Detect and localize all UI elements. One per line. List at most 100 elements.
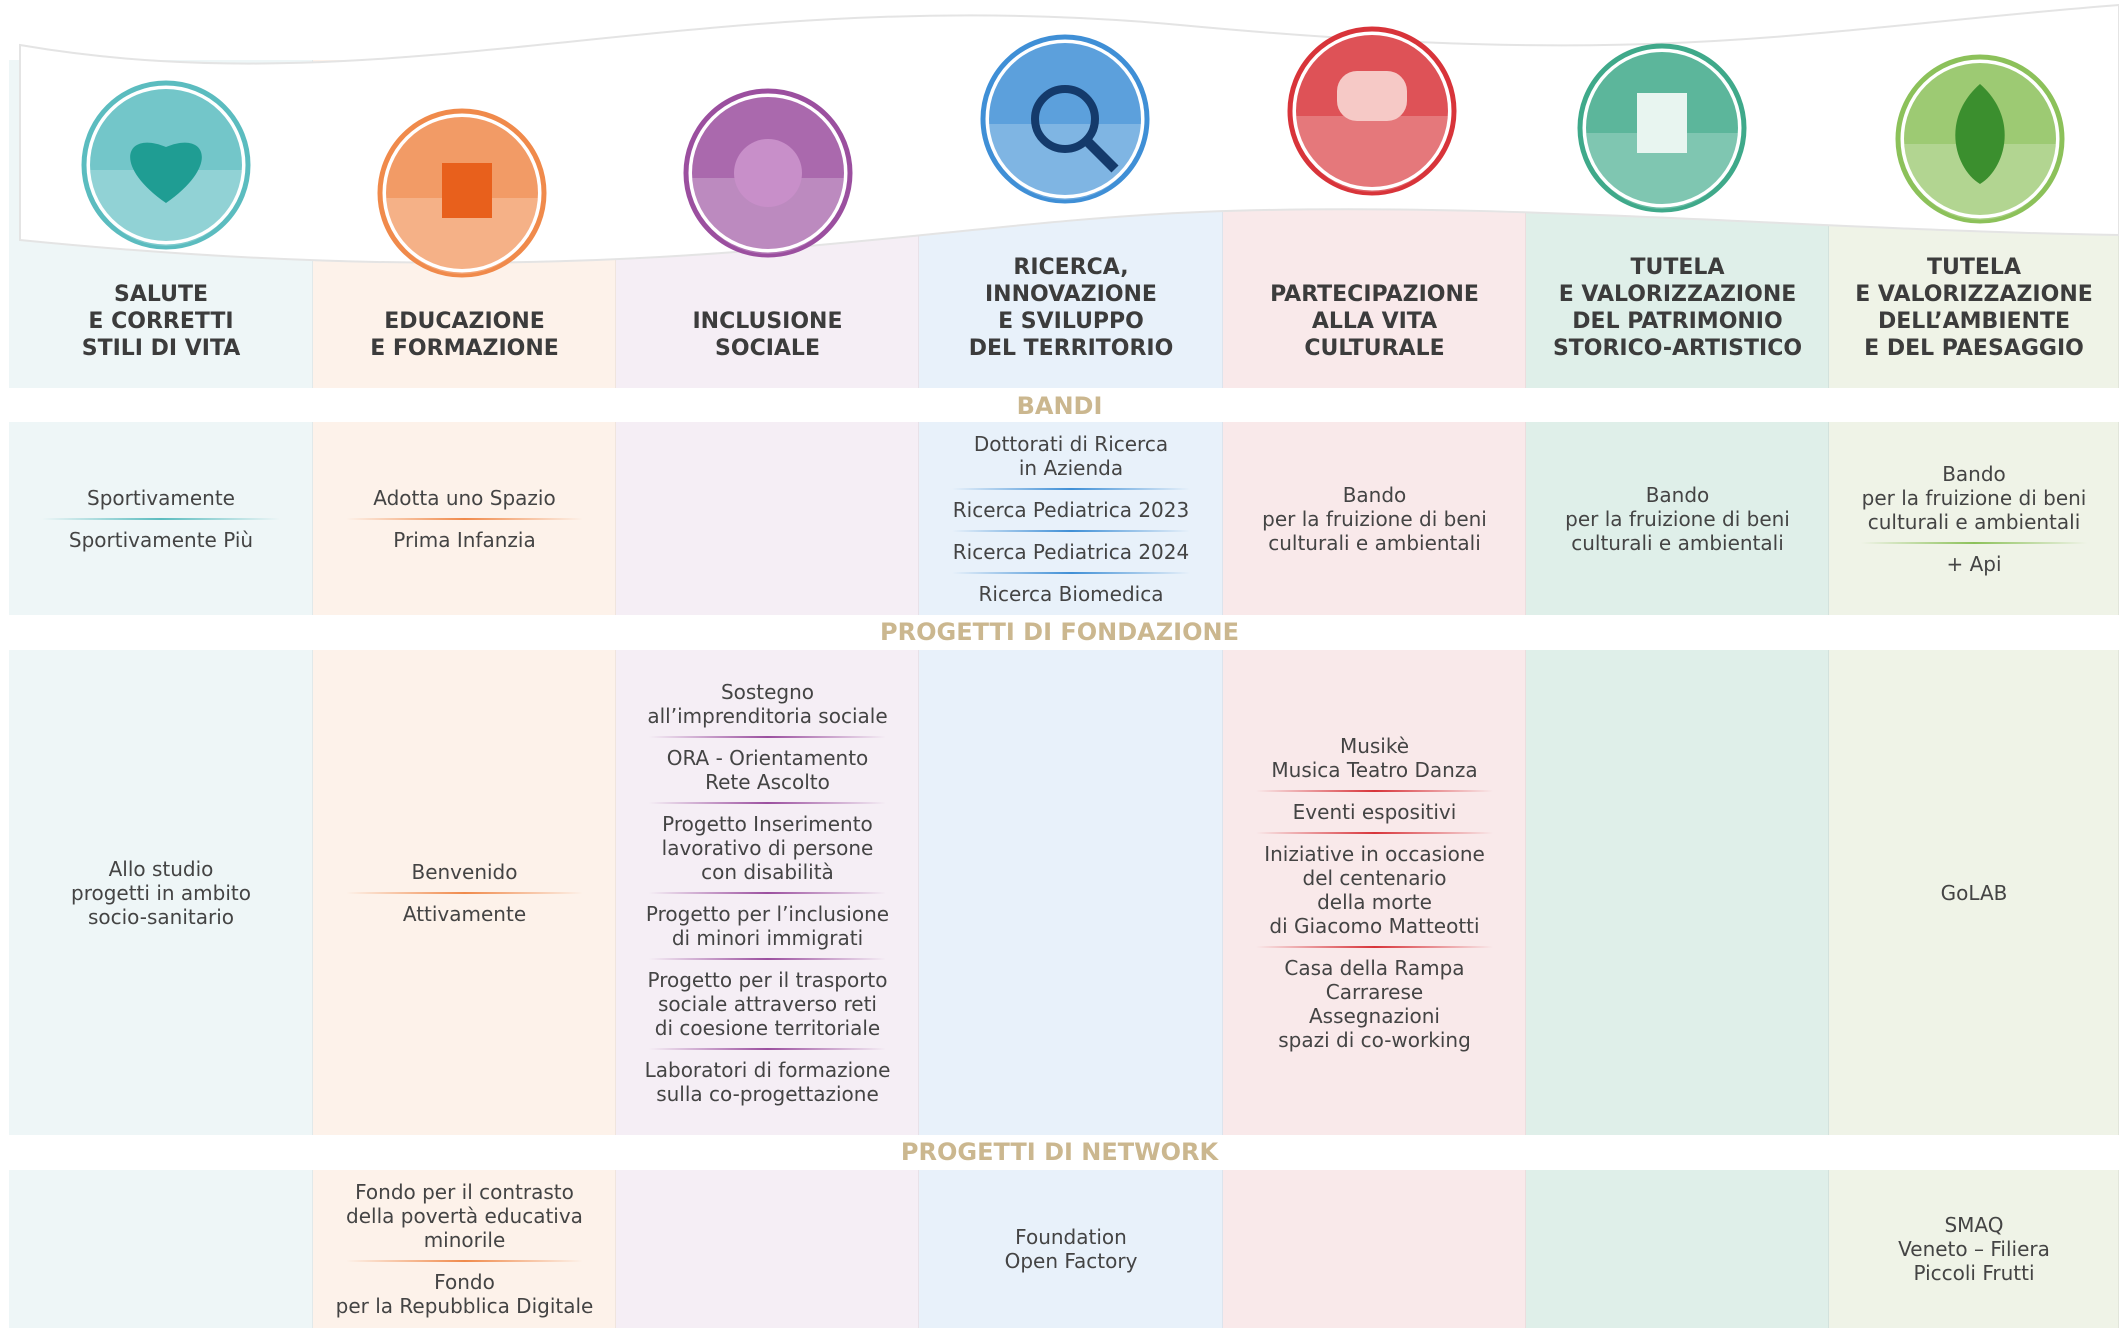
project-item: Progetto Inserimento lavorativo di perso… bbox=[661, 811, 874, 884]
separator bbox=[1256, 945, 1493, 948]
project-item: Bando per la fruizione di beni culturali… bbox=[1262, 482, 1487, 555]
cell: Sportivamente Sportivamente Più bbox=[9, 422, 313, 615]
row-bg bbox=[1829, 650, 2119, 1135]
separator bbox=[346, 891, 583, 894]
project-item: Musikè Musica Teatro Danza bbox=[1271, 733, 1478, 782]
section-label: BANDI bbox=[1016, 392, 1103, 420]
cell: Sostegno all’imprenditoria sociale ORA - … bbox=[616, 650, 919, 1135]
icon-lower bbox=[989, 124, 1141, 200]
cell: Bando per la fruizione di beni culturali… bbox=[1223, 422, 1526, 615]
icon-stage bbox=[1337, 71, 1407, 121]
row-bg bbox=[616, 422, 919, 615]
cell: Bando per la fruizione di beni culturali… bbox=[1829, 422, 2119, 615]
project-item: Prima Infanzia bbox=[393, 527, 536, 552]
row-bg bbox=[1223, 1170, 1526, 1328]
cell: Adotta uno Spazio Prima Infanzia bbox=[313, 422, 616, 615]
row-bg bbox=[9, 1170, 313, 1328]
column-title: PARTECIPAZIONE ALLA VITA CULTURALE bbox=[1270, 282, 1479, 361]
project-item: Allo studio progetti in ambito socio-san… bbox=[71, 856, 251, 929]
cell: Fondo per il contrasto della povertà edu… bbox=[313, 1170, 616, 1328]
column-title: SALUTE E CORRETTI STILI DI VITA bbox=[81, 282, 241, 361]
project-item: Fondo per la Repubblica Digitale bbox=[335, 1270, 594, 1318]
separator bbox=[649, 891, 886, 894]
icon-lower bbox=[90, 170, 242, 246]
section-label: PROGETTI DI FONDAZIONE bbox=[880, 618, 1239, 646]
cell bbox=[1223, 1170, 1526, 1328]
icon-lower bbox=[692, 178, 844, 254]
cell bbox=[616, 422, 919, 615]
project-item: Dottorati di Ricerca in Azienda bbox=[973, 431, 1169, 480]
separator bbox=[346, 517, 583, 520]
project-item: Eventi espositivi bbox=[1292, 799, 1457, 824]
column-title: TUTELA E VALORIZZAZIONE DELL’AMBIENTE E … bbox=[1855, 255, 2093, 361]
icon-can bbox=[442, 163, 492, 218]
cell: Allo studio progetti in ambito socio-san… bbox=[9, 650, 313, 1135]
cell bbox=[9, 1170, 313, 1328]
project-item: Sostegno all’imprenditoria sociale bbox=[647, 679, 888, 728]
separator bbox=[42, 517, 280, 520]
project-item: Casa della Rampa Carrarese Assegnazioni … bbox=[1278, 955, 1471, 1052]
row-bg bbox=[313, 1170, 616, 1328]
column-title: TUTELA E VALORIZZAZIONE DEL PATRIMONIO S… bbox=[1552, 255, 1803, 361]
cell: Musikè Musica Teatro Danza Eventi esposit… bbox=[1223, 650, 1526, 1135]
project-item: Foundation Open Factory bbox=[1004, 1225, 1138, 1273]
cell bbox=[1526, 1170, 1829, 1328]
icon-handle bbox=[1083, 137, 1119, 173]
row-bg bbox=[1526, 650, 1829, 1135]
separator bbox=[1256, 831, 1493, 834]
project-item: Progetto per il trasporto sociale attrav… bbox=[647, 967, 888, 1040]
project-item: Sportivamente Più bbox=[68, 527, 254, 552]
project-item: Sportivamente bbox=[87, 485, 235, 510]
separator bbox=[952, 571, 1190, 574]
separator bbox=[952, 529, 1190, 532]
icon-lower bbox=[1586, 133, 1738, 209]
project-item: Attivamente bbox=[402, 901, 527, 926]
project-item: Progetto per l’inclusione di minori immi… bbox=[645, 901, 890, 950]
row-bg bbox=[1829, 422, 2119, 615]
project-item: GoLAB bbox=[1940, 880, 2008, 905]
project-item: Fondo per il contrasto della povertà edu… bbox=[346, 1180, 583, 1252]
cell: Dottorati di Ricerca in Azienda Ricerca P… bbox=[919, 422, 1223, 615]
project-item: SMAQ Veneto – Filiera Piccoli Frutti bbox=[1898, 1213, 2050, 1285]
column-title: INCLUSIONE SOCIALE bbox=[692, 309, 843, 361]
banner bbox=[0, 0, 2119, 278]
cell bbox=[919, 650, 1223, 1135]
project-item: + Api bbox=[1946, 551, 2002, 576]
icon-heart bbox=[130, 142, 202, 203]
icon-leaf bbox=[1955, 84, 2005, 184]
project-item: Ricerca Biomedica bbox=[978, 581, 1164, 606]
cell: Benvenido Attivamente bbox=[313, 650, 616, 1135]
separator bbox=[649, 1047, 886, 1050]
row-bg bbox=[1526, 1170, 1829, 1328]
cell: Bando per la fruizione di beni culturali… bbox=[1526, 422, 1829, 615]
project-item: Bando per la fruizione di beni culturali… bbox=[1565, 482, 1790, 555]
project-item: Benvenido bbox=[411, 859, 518, 884]
section-label: PROGETTI DI NETWORK bbox=[900, 1138, 1219, 1166]
project-item: Adotta uno Spazio bbox=[373, 485, 556, 510]
row-bg bbox=[919, 650, 1223, 1135]
icon-hands bbox=[734, 139, 802, 207]
project-item: Iniziative in occasione del centenario d… bbox=[1264, 841, 1485, 938]
project-item: Ricerca Pediatrica 2024 bbox=[952, 539, 1190, 564]
separator bbox=[346, 1260, 583, 1262]
row-bg bbox=[616, 1170, 919, 1328]
row-bg bbox=[1526, 422, 1829, 615]
row-bg bbox=[9, 650, 313, 1135]
cell bbox=[1526, 650, 1829, 1135]
row-bg bbox=[919, 1170, 1223, 1328]
row-bg bbox=[1829, 1170, 2119, 1328]
column-title: RICERCA, INNOVAZIONE E SVILUPPO DEL TERR… bbox=[968, 255, 1174, 361]
cell: Foundation Open Factory bbox=[919, 1170, 1223, 1328]
cell bbox=[616, 1170, 919, 1328]
cell: GoLAB bbox=[1829, 650, 2119, 1135]
separator bbox=[649, 957, 886, 960]
separator bbox=[1256, 789, 1493, 792]
separator bbox=[649, 735, 886, 738]
separator bbox=[1860, 541, 2088, 544]
row-bg bbox=[1223, 650, 1526, 1135]
row-bg bbox=[919, 422, 1223, 615]
column-title: EDUCAZIONE E FORMAZIONE bbox=[370, 309, 559, 361]
project-item: Laboratori di formazione sulla co-proget… bbox=[644, 1057, 891, 1106]
